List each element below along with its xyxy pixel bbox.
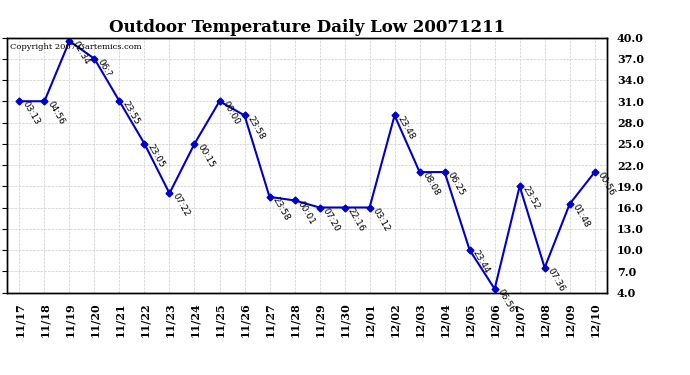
- Text: 00:15: 00:15: [196, 142, 217, 169]
- Text: 22:16: 22:16: [346, 206, 366, 233]
- Text: 06:56: 06:56: [496, 288, 517, 315]
- Text: 23:52: 23:52: [521, 185, 542, 211]
- Text: 23:05: 23:05: [146, 142, 166, 169]
- Text: 00:56: 00:56: [596, 171, 617, 198]
- Text: 03:13: 03:13: [21, 100, 41, 127]
- Text: 23:55: 23:55: [121, 100, 141, 127]
- Text: 00:01: 00:01: [296, 199, 317, 226]
- Text: 06:25: 06:25: [446, 171, 466, 198]
- Text: 03:12: 03:12: [371, 206, 392, 233]
- Text: 23:44: 23:44: [471, 249, 491, 275]
- Text: 23:48: 23:48: [396, 114, 417, 141]
- Text: 04:56: 04:56: [46, 100, 66, 127]
- Text: Copyright 2007 Cartemics.com: Copyright 2007 Cartemics.com: [10, 43, 141, 51]
- Text: 01:48: 01:48: [571, 202, 592, 229]
- Title: Outdoor Temperature Daily Low 20071211: Outdoor Temperature Daily Low 20071211: [109, 19, 505, 36]
- Text: 07:20: 07:20: [321, 206, 342, 233]
- Text: 06:?: 06:?: [96, 57, 113, 78]
- Text: 08:08: 08:08: [421, 171, 442, 198]
- Text: 07:22: 07:22: [171, 192, 192, 219]
- Text: 23:58: 23:58: [246, 114, 266, 141]
- Text: 23:58: 23:58: [271, 195, 292, 222]
- Text: 00:00: 00:00: [221, 100, 242, 127]
- Text: 02:34: 02:34: [71, 40, 92, 66]
- Text: 07:36: 07:36: [546, 266, 566, 293]
